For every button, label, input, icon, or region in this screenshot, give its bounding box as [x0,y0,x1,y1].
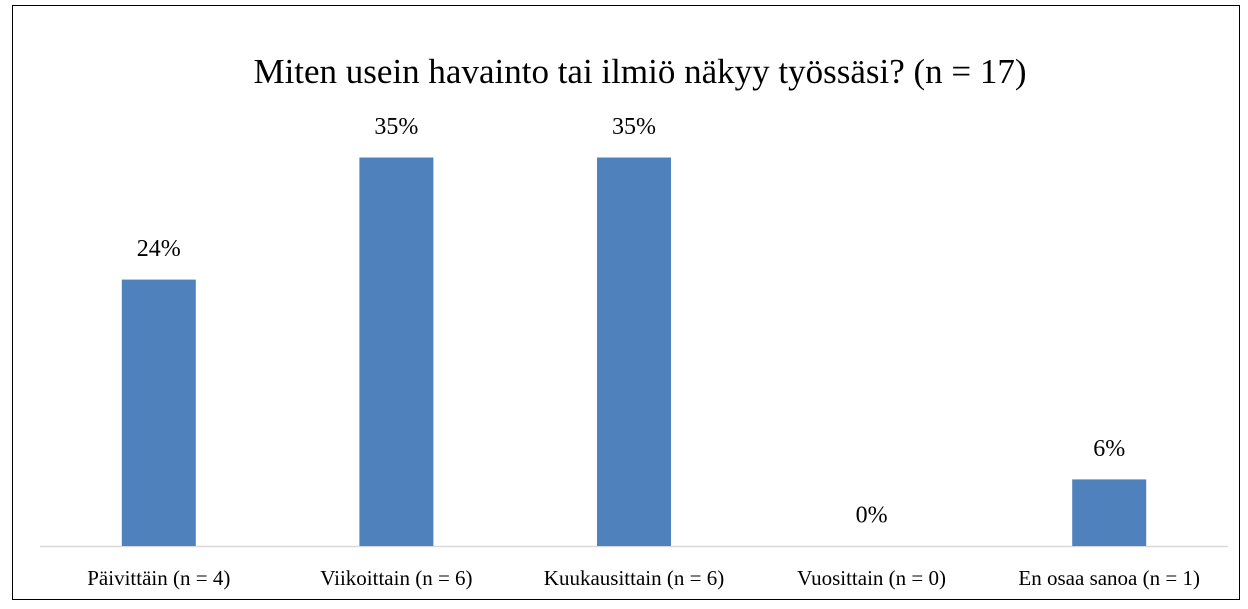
chart-title: Miten usein havainto tai ilmiö näkyy työ… [253,52,1026,91]
x-tick-label: Viikoittain (n = 6) [320,566,472,590]
data-label: 0% [856,503,888,529]
x-tick-label: En osaa sanoa (n = 1) [1018,566,1200,590]
bar [1072,479,1147,546]
bar [359,157,434,546]
bar [597,157,671,546]
data-label: 6% [1093,436,1125,462]
data-label: 35% [374,114,418,140]
x-tick-label: Päivittäin (n = 4) [87,566,230,590]
x-tick-label: Kuukausittain (n = 6) [544,566,724,590]
x-tick-label: Vuosittain (n = 0) [797,566,946,590]
data-label: 24% [137,236,181,262]
bar [121,279,196,546]
data-label: 35% [612,114,656,140]
